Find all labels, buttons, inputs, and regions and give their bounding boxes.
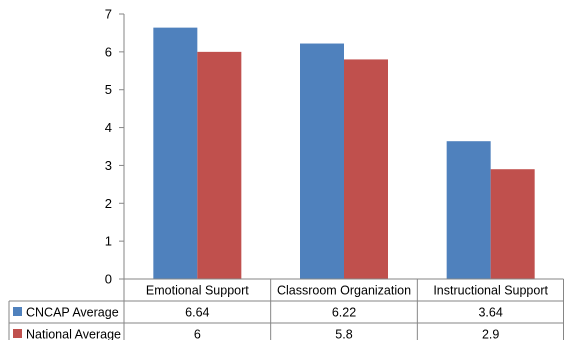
- y-tick-label: 0: [105, 272, 112, 287]
- y-tick-label: 2: [105, 196, 112, 211]
- axes-layer: 0 1 2 3 4 5 6 7: [105, 7, 125, 287]
- table-cell-value: 6: [194, 328, 201, 340]
- table-cell-value: 6.64: [185, 306, 209, 320]
- legend-label-cncap: CNCAP Average: [26, 306, 119, 320]
- y-tick-label: 3: [105, 158, 112, 173]
- table-cell-value: 3.64: [478, 306, 502, 320]
- table-cell-value: 2.9: [482, 328, 499, 340]
- bar-national-3: [490, 169, 535, 279]
- category-label: Instructional Support: [433, 284, 548, 298]
- table-cell-value: 5.8: [335, 328, 352, 340]
- data-table: Emotional Support Classroom Organization I…: [8, 278, 564, 340]
- bar-cncap-3: [446, 141, 491, 279]
- legend-swatch-national: [13, 329, 22, 338]
- table-cell-value: 6.22: [332, 306, 356, 320]
- y-tick-label: 5: [105, 82, 112, 97]
- bar-national-1: [197, 51, 242, 279]
- bar-cncap-1: [153, 27, 198, 279]
- legend-label-national: National Average: [26, 328, 121, 340]
- bar-national-2: [344, 59, 388, 279]
- bars-layer: [153, 27, 535, 280]
- category-label: Classroom Organization: [277, 284, 411, 298]
- category-label: Emotional Support: [146, 284, 249, 298]
- y-tick-label: 4: [105, 120, 112, 135]
- y-tick-label: 7: [105, 7, 112, 22]
- bar-cncap-2: [300, 43, 344, 280]
- y-tick-label: 6: [105, 44, 112, 59]
- y-tick-label: 1: [105, 234, 112, 249]
- legend-swatch-cncap: [13, 307, 22, 316]
